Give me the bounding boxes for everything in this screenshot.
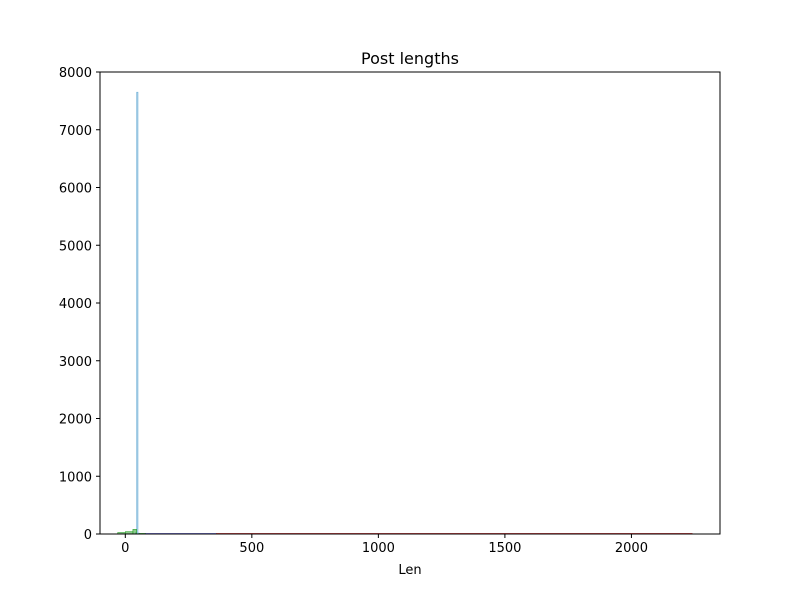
x-tick-label-4: 2000 [615,541,648,556]
y-tick-label-1: 1000 [59,470,92,485]
y-axis: 0 1000 2000 3000 4000 5000 6000 7000 8000 [59,66,100,543]
x-tick-label-3: 1500 [488,541,521,556]
plot-frame [99,71,721,535]
y-tick-label-0: 0 [84,528,92,543]
x-tick-label-0: 0 [121,541,129,556]
x-tick-label-2: 1000 [362,541,395,556]
y-tick-label-5: 5000 [59,239,92,254]
chart-title: Post lengths [361,49,459,68]
y-tick-label-2: 2000 [59,413,92,428]
y-tick-label-3: 3000 [59,355,92,370]
bars-layer [117,91,693,535]
y-tick-label-8: 8000 [59,66,92,81]
y-tick-label-6: 6000 [59,182,92,197]
histogram-bar-s0-1 [136,91,139,535]
x-axis-label: Len [398,563,421,578]
x-tick-label-1: 500 [239,541,264,556]
x-axis: 0 500 1000 1500 2000 [121,534,648,556]
y-tick-label-4: 4000 [59,297,92,312]
histogram-bar-s1-2 [132,529,137,535]
y-tick-label-7: 7000 [59,124,92,139]
